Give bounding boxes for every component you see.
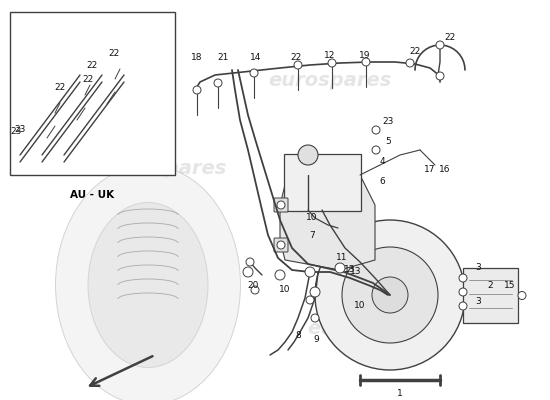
Circle shape xyxy=(372,277,408,313)
Text: 15: 15 xyxy=(504,280,516,290)
Circle shape xyxy=(328,59,336,67)
FancyBboxPatch shape xyxy=(463,268,518,323)
Circle shape xyxy=(362,58,370,66)
Text: 18: 18 xyxy=(191,54,203,62)
Text: 5: 5 xyxy=(385,138,391,146)
FancyBboxPatch shape xyxy=(274,238,288,252)
Text: 22: 22 xyxy=(444,34,455,42)
Circle shape xyxy=(459,274,467,282)
Text: 3: 3 xyxy=(475,298,481,306)
FancyBboxPatch shape xyxy=(10,12,175,175)
Text: 22: 22 xyxy=(108,50,120,58)
Text: 16: 16 xyxy=(439,166,451,174)
Circle shape xyxy=(294,61,302,69)
Text: 6: 6 xyxy=(379,178,385,186)
Circle shape xyxy=(275,270,285,280)
Circle shape xyxy=(251,286,259,294)
Circle shape xyxy=(436,41,444,49)
Text: 22: 22 xyxy=(409,48,421,56)
Circle shape xyxy=(277,241,285,249)
Circle shape xyxy=(50,113,60,123)
Circle shape xyxy=(342,247,438,343)
Text: eurospares: eurospares xyxy=(103,158,227,178)
Text: 11: 11 xyxy=(336,254,348,262)
Circle shape xyxy=(298,145,318,165)
Circle shape xyxy=(246,258,254,266)
Text: 9: 9 xyxy=(313,336,319,344)
FancyBboxPatch shape xyxy=(274,198,288,212)
Text: 21: 21 xyxy=(217,54,229,62)
Circle shape xyxy=(372,126,380,134)
Ellipse shape xyxy=(56,165,240,400)
Circle shape xyxy=(315,220,465,370)
Text: 23: 23 xyxy=(14,126,26,134)
Text: 22: 22 xyxy=(290,54,301,62)
Text: AU - UK: AU - UK xyxy=(70,190,114,200)
Circle shape xyxy=(80,95,90,105)
Text: 22: 22 xyxy=(82,76,94,84)
Text: 10: 10 xyxy=(354,300,366,310)
Text: 12: 12 xyxy=(324,50,336,60)
Circle shape xyxy=(459,288,467,296)
Text: 2: 2 xyxy=(487,280,493,290)
Circle shape xyxy=(277,201,285,209)
Ellipse shape xyxy=(88,202,208,368)
Text: 13: 13 xyxy=(350,268,362,276)
Text: 14: 14 xyxy=(250,54,262,62)
Text: 23: 23 xyxy=(10,128,21,136)
FancyBboxPatch shape xyxy=(284,154,361,211)
Text: 1: 1 xyxy=(397,390,403,398)
Text: eurospares: eurospares xyxy=(268,70,392,90)
Circle shape xyxy=(436,72,444,80)
Circle shape xyxy=(310,287,320,297)
Text: 10: 10 xyxy=(279,286,291,294)
Text: 19: 19 xyxy=(359,50,371,60)
Circle shape xyxy=(214,79,222,87)
Circle shape xyxy=(243,267,253,277)
Circle shape xyxy=(372,146,380,154)
Circle shape xyxy=(250,69,258,77)
Text: 22: 22 xyxy=(54,84,65,92)
Circle shape xyxy=(335,263,345,273)
Text: 13: 13 xyxy=(344,266,356,274)
Text: 22: 22 xyxy=(86,60,98,70)
Polygon shape xyxy=(280,175,375,270)
Text: 8: 8 xyxy=(295,330,301,340)
Circle shape xyxy=(406,59,414,67)
Text: 7: 7 xyxy=(309,230,315,240)
Text: 3: 3 xyxy=(475,264,481,272)
Text: 4: 4 xyxy=(379,158,385,166)
Circle shape xyxy=(459,302,467,310)
Text: 23: 23 xyxy=(382,118,394,126)
Text: 10: 10 xyxy=(306,214,318,222)
Circle shape xyxy=(193,86,201,94)
Circle shape xyxy=(311,314,319,322)
Text: 20: 20 xyxy=(248,280,258,290)
Circle shape xyxy=(305,267,315,277)
Circle shape xyxy=(110,79,120,89)
Circle shape xyxy=(518,292,526,300)
Circle shape xyxy=(306,296,314,304)
Text: 17: 17 xyxy=(424,166,436,174)
Text: eurospares: eurospares xyxy=(307,318,430,338)
